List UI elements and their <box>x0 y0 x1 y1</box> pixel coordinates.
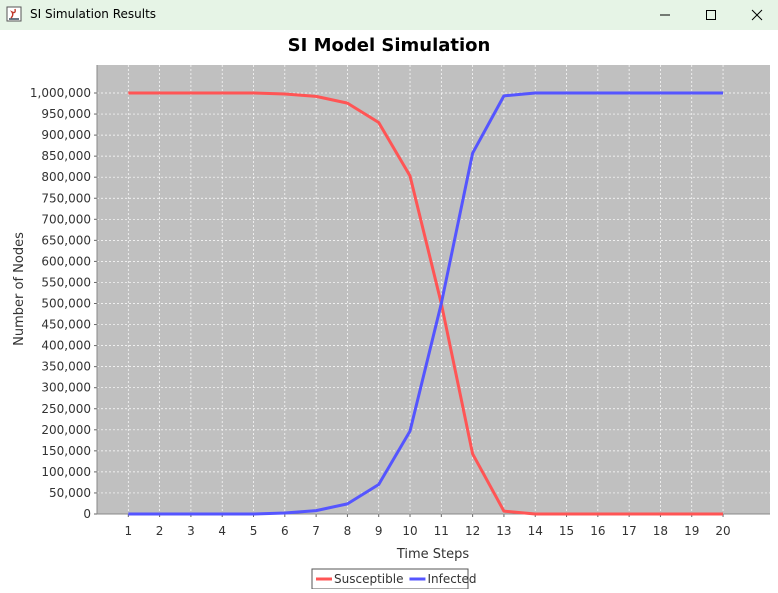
x-tick-label: 4 <box>218 524 226 538</box>
x-tick-label: 7 <box>312 524 320 538</box>
series-line-infected <box>128 91 723 516</box>
y-axis-label: Number of Nodes <box>12 232 27 346</box>
y-tick-label: 0 <box>83 507 91 521</box>
minimize-button[interactable] <box>642 0 688 30</box>
x-tick-label: 20 <box>715 524 730 538</box>
legend-label-susceptible: Susceptible <box>334 572 403 586</box>
x-tick-label: 15 <box>559 524 574 538</box>
y-tick-label: 750,000 <box>41 191 91 205</box>
y-tick-label: 50,000 <box>49 486 91 500</box>
x-tick-label: 5 <box>250 524 258 538</box>
x-tick-label: 1 <box>124 524 132 538</box>
legend-label-infected: Infected <box>427 572 476 586</box>
close-button[interactable] <box>734 0 778 30</box>
x-tick-label: 8 <box>344 524 352 538</box>
x-axis-label: Time Steps <box>396 547 470 562</box>
y-tick-label: 450,000 <box>41 318 91 332</box>
y-tick-label: 150,000 <box>41 444 91 458</box>
x-tick-label: 16 <box>590 524 605 538</box>
close-icon <box>751 9 763 21</box>
window-titlebar: SI Simulation Results <box>0 0 778 30</box>
y-tick-label: 800,000 <box>41 170 91 184</box>
y-tick-label: 300,000 <box>41 381 91 395</box>
y-tick-label: 600,000 <box>41 254 91 268</box>
java-app-icon <box>6 6 22 22</box>
x-tick-label: 6 <box>281 524 289 538</box>
y-tick-label: 200,000 <box>41 423 91 437</box>
line-chart: SI Model Simulation 0 50,000 100,000 150,00… <box>12 35 770 590</box>
x-tick-label: 14 <box>528 524 543 538</box>
y-tick-label: 900,000 <box>41 128 91 142</box>
x-tick-label: 19 <box>684 524 699 538</box>
y-tick-label: 1,000,000 <box>30 86 91 100</box>
x-tick-label: 3 <box>187 524 195 538</box>
maximize-button[interactable] <box>688 0 734 30</box>
x-tick-label: 12 <box>465 524 480 538</box>
y-tick-label: 400,000 <box>41 339 91 353</box>
chart-title: SI Model Simulation <box>288 35 491 56</box>
y-tick-label: 350,000 <box>41 360 91 374</box>
y-tick-label: 700,000 <box>41 212 91 226</box>
x-tick-label: 13 <box>496 524 511 538</box>
window-title: SI Simulation Results <box>30 7 157 21</box>
x-tick-label: 17 <box>621 524 636 538</box>
y-tick-label: 550,000 <box>41 275 91 289</box>
y-tick-label: 850,000 <box>41 149 91 163</box>
plot-background <box>97 65 770 514</box>
maximize-icon <box>706 10 716 20</box>
chart-panel: SI Model Simulation 0 50,000 100,000 150,00… <box>0 30 778 590</box>
x-tick-label: 9 <box>375 524 383 538</box>
x-tick-label: 2 <box>156 524 164 538</box>
x-tick-label: 18 <box>653 524 668 538</box>
series-line-susceptible <box>128 91 723 516</box>
y-tick-label: 650,000 <box>41 233 91 247</box>
plot-area: 0 50,000 100,000 150,000 200,000 250,000 300,0… <box>30 65 770 538</box>
x-tick-label: 11 <box>434 524 449 538</box>
y-tick-label: 250,000 <box>41 402 91 416</box>
y-tick-label: 100,000 <box>41 465 91 479</box>
y-tick-label: 500,000 <box>41 297 91 311</box>
minimize-icon <box>660 14 670 16</box>
legend: Susceptible Infected <box>311 568 477 590</box>
x-tick-label: 10 <box>402 524 417 538</box>
y-tick-label: 950,000 <box>41 107 91 121</box>
